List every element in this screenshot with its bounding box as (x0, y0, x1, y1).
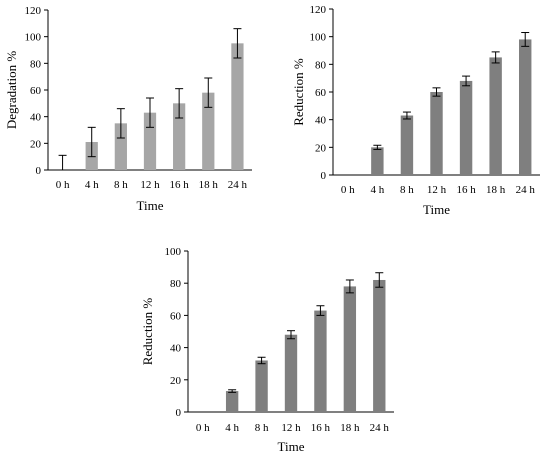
x-tick-label: 24 h (516, 184, 536, 196)
y-tick-label: 0 (36, 165, 42, 177)
x-tick-label: 0 h (56, 179, 70, 191)
x-tick-label: 8 h (255, 422, 269, 434)
y-tick-label: 0 (321, 170, 327, 182)
y-tick-label: 80 (170, 278, 182, 290)
bar (231, 43, 244, 171)
x-tick-label: 24 h (228, 179, 248, 191)
y-tick-label: 60 (170, 310, 182, 322)
y-tick-label: 40 (170, 343, 182, 355)
chart-1: 0 20 40 60 80 100 120 0 h 4 h 8 h 12 h 16 h 18 h 24 h… (4, 5, 252, 213)
y-tick-label: 100 (25, 32, 42, 44)
y-tick-label: 20 (170, 375, 182, 387)
bar (173, 103, 186, 170)
y-axis-title: Reduction % (140, 298, 155, 366)
bar (314, 310, 327, 412)
y-tick-label: 120 (25, 5, 42, 17)
bar (225, 391, 239, 412)
bar (519, 39, 532, 175)
x-tick-label: 16 h (311, 422, 331, 434)
bar (284, 334, 298, 412)
x-tick-label: 12 h (427, 184, 447, 196)
x-tick-label: 24 h (370, 422, 390, 434)
x-axis-title: Time (278, 439, 305, 454)
chart-2: 0 20 40 60 80 100 120 0 h 4 h 8 h 12 h 16 h 18 h 24 h… (291, 4, 540, 217)
y-axis-title: Reduction % (291, 58, 306, 126)
y-tick-label: 40 (30, 112, 42, 124)
y-axis-title: Degradation % (4, 51, 19, 130)
bar (373, 279, 386, 412)
x-tick-label: 4 h (225, 422, 239, 434)
x-tick-label: 8 h (400, 184, 414, 196)
x-tick-label: 8 h (114, 179, 128, 191)
x-tick-label: 0 h (341, 184, 355, 196)
chart-3: 0 20 40 60 80 100 0 h 4 h 8 h 12 h 16 h 18 h 24 h Tim… (140, 246, 394, 454)
y-tick-label: 100 (165, 246, 182, 258)
bar (459, 80, 473, 175)
x-tick-label: 4 h (370, 184, 384, 196)
bar (400, 115, 414, 175)
bar (430, 92, 443, 175)
y-tick-label: 60 (30, 85, 42, 97)
x-tick-label: 16 h (170, 179, 190, 191)
x-tick-label: 18 h (486, 184, 506, 196)
x-tick-label: 4 h (85, 179, 99, 191)
x-axis-title: Time (137, 198, 164, 213)
y-tick-label: 20 (315, 142, 327, 154)
y-tick-label: 0 (176, 407, 182, 419)
x-tick-label: 0 h (196, 422, 210, 434)
bar (489, 57, 502, 175)
y-tick-label: 20 (30, 138, 42, 150)
x-tick-label: 16 h (456, 184, 476, 196)
y-tick-label: 80 (30, 58, 42, 70)
y-tick-label: 120 (310, 4, 327, 16)
y-tick-label: 80 (315, 59, 327, 71)
bar (114, 123, 127, 170)
x-tick-label: 12 h (281, 422, 301, 434)
x-axis-title: Time (423, 202, 450, 217)
y-tick-label: 100 (310, 32, 327, 44)
y-tick-label: 40 (315, 115, 327, 127)
bar (255, 360, 268, 412)
bar (202, 92, 215, 170)
x-tick-label: 18 h (340, 422, 360, 434)
bar (371, 147, 384, 175)
bar (343, 286, 357, 412)
y-tick-label: 60 (315, 87, 327, 99)
x-tick-label: 12 h (140, 179, 160, 191)
x-tick-label: 18 h (199, 179, 219, 191)
